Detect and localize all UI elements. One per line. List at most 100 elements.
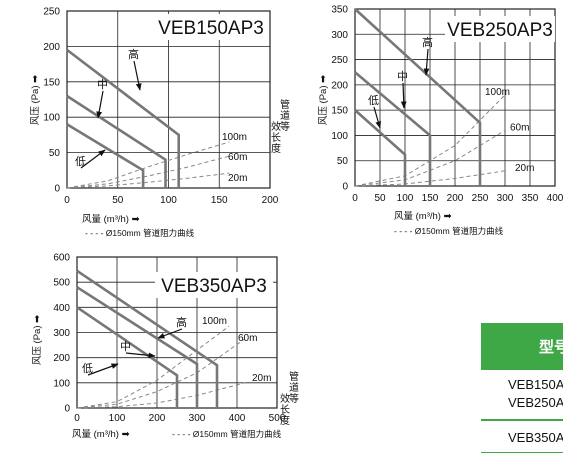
series-label-arrow [157,328,183,339]
x-tick-label: 100 [109,413,126,424]
y-tick-label: 350 [331,5,348,16]
series-label-arrow [125,352,156,359]
y-axis-label: 风压 (Pa) ➡ [32,315,43,365]
side-label-char: 度 [271,142,281,155]
chart-title-bg [155,272,273,298]
series-label: 高 [176,315,187,329]
y-tick-label: 100 [43,113,60,124]
series-label: 高 [128,47,139,61]
x-tick-label: 300 [497,193,514,204]
spec-model-cell: VEB150AP3 [508,377,563,392]
fan-curve-高 [354,8,482,186]
fan-curve-低 [66,123,145,188]
fan-curve-低 [354,109,407,186]
x-tick-label: 50 [112,195,124,206]
x-tick-label: 150 [422,193,439,204]
y-tick-label: 500 [53,278,70,289]
spec-table-row: VEB150AP3 VEB250AP3 [481,370,563,420]
side-label-char: 等 [289,392,299,405]
series-label: 低 [368,94,379,107]
x-tick-label: 50 [374,193,386,204]
y-tick-label: 0 [64,404,70,415]
chart-title: VEB350AP3 [161,276,267,297]
chart-veb150ap3: 0 50 100 150 200 0 50 100 150 200 250 100m 60m 20m 高中低… [30,7,290,239]
series-label-arrow [373,106,381,129]
fan-curve-中 [354,71,432,186]
duct-curve-label: 100m [485,87,510,98]
spec-table-row: VEB350AP3 [481,420,563,453]
duct-curve-label: 60m [228,152,247,163]
y-tick-label: 0 [54,184,60,195]
series-label: 中 [397,70,408,83]
x-tick-label: 0 [64,195,70,206]
y-tick-label: 250 [43,7,60,18]
duct-curve-label: 100m [222,132,247,143]
x-tick-label: 200 [149,413,166,424]
series-label-arrow [423,48,430,76]
series-label-arrow [96,90,104,119]
side-label-char: 效 [271,120,281,133]
x-tick-label: 0 [352,193,358,204]
series-label: 低 [75,155,86,168]
chart-title: VEB150AP3 [158,18,264,39]
y-axis-label: 风压 (Pa) ➡ [318,75,329,125]
x-axis-label: 风量 (m³/h) ➡ [82,214,140,225]
duct-curve-60m [76,338,246,409]
y-tick-label: 150 [331,106,348,117]
side-label-char: 管 [289,370,299,383]
series-label-arrow [400,82,407,109]
series-label-arrow [133,60,142,91]
x-axis-label: 风量 (m³/h) ➡ [394,211,452,222]
x-axis-label: 风量 (m³/h) ➡ [72,429,130,440]
fan-curve-高 [66,48,180,188]
duct-curve-label: 20m [228,173,247,184]
spec-table-header: 型号 [481,323,563,370]
series-label: 中 [97,78,108,91]
model-spec-table: 型号 VEB150AP3 VEB250AP3 VEB350AP3 [481,323,563,455]
fan-curve-中 [66,94,167,188]
y-tick-label: 100 [331,131,348,142]
y-tick-label: 0 [342,182,348,193]
duct-curve-label: 100m [202,316,227,327]
fan-curve-高 [76,269,219,408]
duct-curve-100m [66,141,230,189]
x-tick-label: 400 [547,193,563,204]
x-tick-label: 0 [74,413,80,424]
duct-legend-note: - - - - Ø150mm 管道阻力曲线 [172,429,282,439]
side-label-char: 长 [271,132,281,144]
x-tick-label: 200 [262,195,279,206]
side-label-char: 管 [280,98,290,111]
spec-model-cell: VEB250AP3 [508,395,563,410]
duct-curve-20m [76,382,246,409]
fan-curve-低 [76,306,179,408]
chart-veb350ap3: 0 100 200 300 400 500 0 100 200 300 400 500 600 100m 6… [32,253,299,441]
series-label: 中 [120,340,131,353]
y-tick-label: 150 [43,77,60,88]
y-tick-label: 250 [331,55,348,66]
series-label: 低 [82,362,93,375]
side-label-char: 道 [289,381,299,394]
y-tick-label: 50 [49,148,61,159]
y-axis-label: 风压 (Pa) ➡ [30,75,41,125]
side-label-char: 度 [280,414,290,427]
x-tick-label: 350 [522,193,539,204]
series-label: 高 [422,35,433,49]
y-tick-label: 200 [43,42,60,53]
y-tick-label: 200 [331,80,348,91]
y-tick-label: 100 [53,378,70,389]
side-label-char: 等 [280,120,290,133]
x-tick-label: 400 [229,413,246,424]
chart-title-bg [445,16,555,42]
side-label-char: 长 [280,404,290,416]
duct-curve-label: 60m [510,122,529,133]
y-tick-label: 600 [53,253,70,264]
duct-curve-label: 20m [515,163,534,174]
duct-curve-20m [66,172,230,189]
y-tick-label: 50 [337,156,349,167]
series-label-arrow [80,149,106,169]
x-tick-label: 150 [211,195,228,206]
side-label-char: 道 [280,109,290,122]
y-tick-label: 300 [331,30,348,41]
duct-legend-note: - - - - Ø150mm 管道阻力曲线 [85,228,195,238]
